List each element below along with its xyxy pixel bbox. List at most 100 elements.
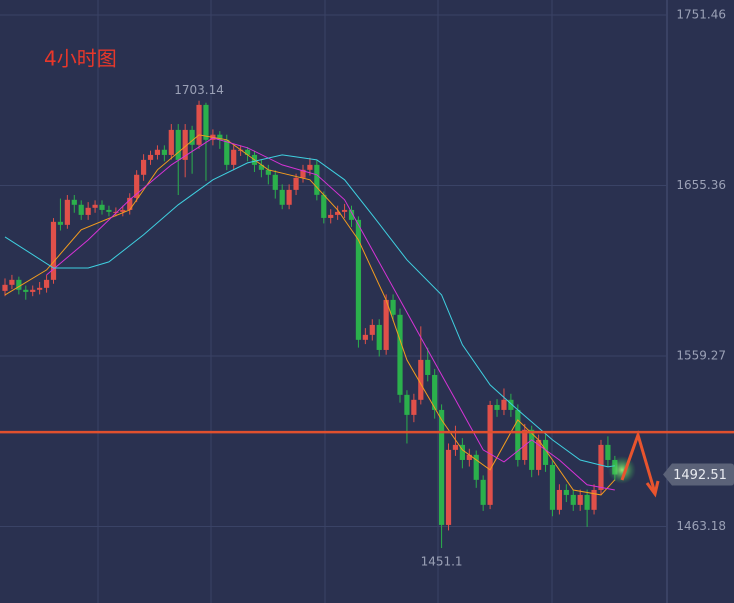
candle-body <box>64 199 70 225</box>
y-tick-label: 1559.27 <box>676 349 726 363</box>
vertical-grid <box>97 0 553 603</box>
candle-body <box>120 209 126 212</box>
candle-body <box>404 394 410 415</box>
candle-body <box>265 169 271 175</box>
candle-body <box>50 221 57 280</box>
candle-body <box>487 404 493 505</box>
candle-body <box>328 214 334 218</box>
candle-body <box>78 204 84 215</box>
candle-body <box>175 129 181 160</box>
candle-body <box>515 409 521 460</box>
candle-body <box>549 464 556 510</box>
candle-body <box>473 454 479 480</box>
candle-body <box>16 279 22 290</box>
candle-body <box>452 444 459 450</box>
last-price-label: 1492.51 <box>673 468 727 483</box>
candle-body <box>466 454 472 460</box>
candle-body <box>335 211 341 215</box>
candle-body <box>182 129 188 160</box>
moving-average <box>46 137 615 491</box>
candle-body <box>348 209 355 220</box>
y-tick-label: 1463.18 <box>676 519 726 533</box>
candle-body <box>293 177 299 190</box>
candle-body <box>383 299 389 350</box>
candle-body <box>217 134 223 140</box>
candle-body <box>231 149 237 165</box>
candle-body <box>189 129 195 145</box>
candle-body <box>92 204 98 208</box>
price-tag <box>663 463 734 486</box>
candle-body <box>556 489 563 510</box>
candle-body <box>57 221 64 225</box>
candle-body <box>272 174 278 190</box>
forecast-arrow <box>620 430 657 494</box>
candle-body <box>425 359 431 375</box>
candle-body <box>591 489 597 510</box>
candle-body <box>196 104 202 145</box>
candle-body <box>30 289 36 292</box>
candle-body <box>43 279 50 288</box>
candle-body <box>570 494 576 505</box>
candle-body <box>598 444 604 490</box>
candle-body <box>99 204 105 210</box>
candle-body <box>314 164 320 195</box>
high-annotation: 1703.14 <box>174 83 224 97</box>
candle-body <box>411 399 417 415</box>
candle-body <box>459 444 465 460</box>
candle-body <box>154 149 161 155</box>
candle-body <box>480 479 486 505</box>
candle-body <box>9 279 15 285</box>
candle-body <box>2 284 8 291</box>
moving-average <box>4 154 615 468</box>
chart-title: 4小时图 <box>44 47 117 71</box>
y-tick-label: 1751.46 <box>676 7 726 21</box>
candle-body <box>369 324 375 335</box>
candle-body <box>244 149 251 155</box>
candle-body <box>376 324 382 350</box>
candle-body <box>536 439 542 470</box>
candle-body <box>300 169 306 178</box>
candle-body <box>445 449 452 525</box>
candle-body <box>23 289 29 292</box>
candle-body <box>355 219 362 340</box>
candle-body <box>341 209 348 212</box>
candle-body <box>37 287 43 290</box>
candle-body <box>508 399 514 410</box>
candle-body <box>397 314 403 395</box>
candle-body <box>438 409 445 525</box>
candle-body <box>147 154 154 160</box>
candle-body <box>432 374 438 410</box>
candle-body <box>134 174 140 198</box>
plot <box>0 14 667 548</box>
candle-body <box>203 104 209 140</box>
candle-body <box>529 429 535 470</box>
candle-body <box>258 164 265 170</box>
candle-body <box>140 159 147 175</box>
low-annotation: 1451.1 <box>421 554 463 568</box>
candle-body <box>362 334 368 340</box>
arrow-head <box>645 480 660 498</box>
candle-body <box>224 139 230 165</box>
candle-body <box>563 489 569 495</box>
y-tick-label: 1655.36 <box>676 178 726 192</box>
candle-body <box>286 189 292 205</box>
candle-body <box>542 439 549 465</box>
candle-body <box>584 494 590 510</box>
candle-body <box>161 149 167 155</box>
candle-body <box>106 209 112 212</box>
candle-body <box>605 444 611 460</box>
candle-body <box>418 359 424 400</box>
candle-body <box>279 189 285 205</box>
candle-body <box>71 199 77 205</box>
candle-body <box>501 399 507 410</box>
candle-body <box>321 194 327 218</box>
candle-body <box>494 404 500 410</box>
candle-body <box>85 207 91 215</box>
candle-body <box>113 211 119 213</box>
candle-body <box>307 164 313 170</box>
candle-body <box>390 299 396 315</box>
candle-body <box>577 494 583 505</box>
candle-body <box>127 197 133 210</box>
